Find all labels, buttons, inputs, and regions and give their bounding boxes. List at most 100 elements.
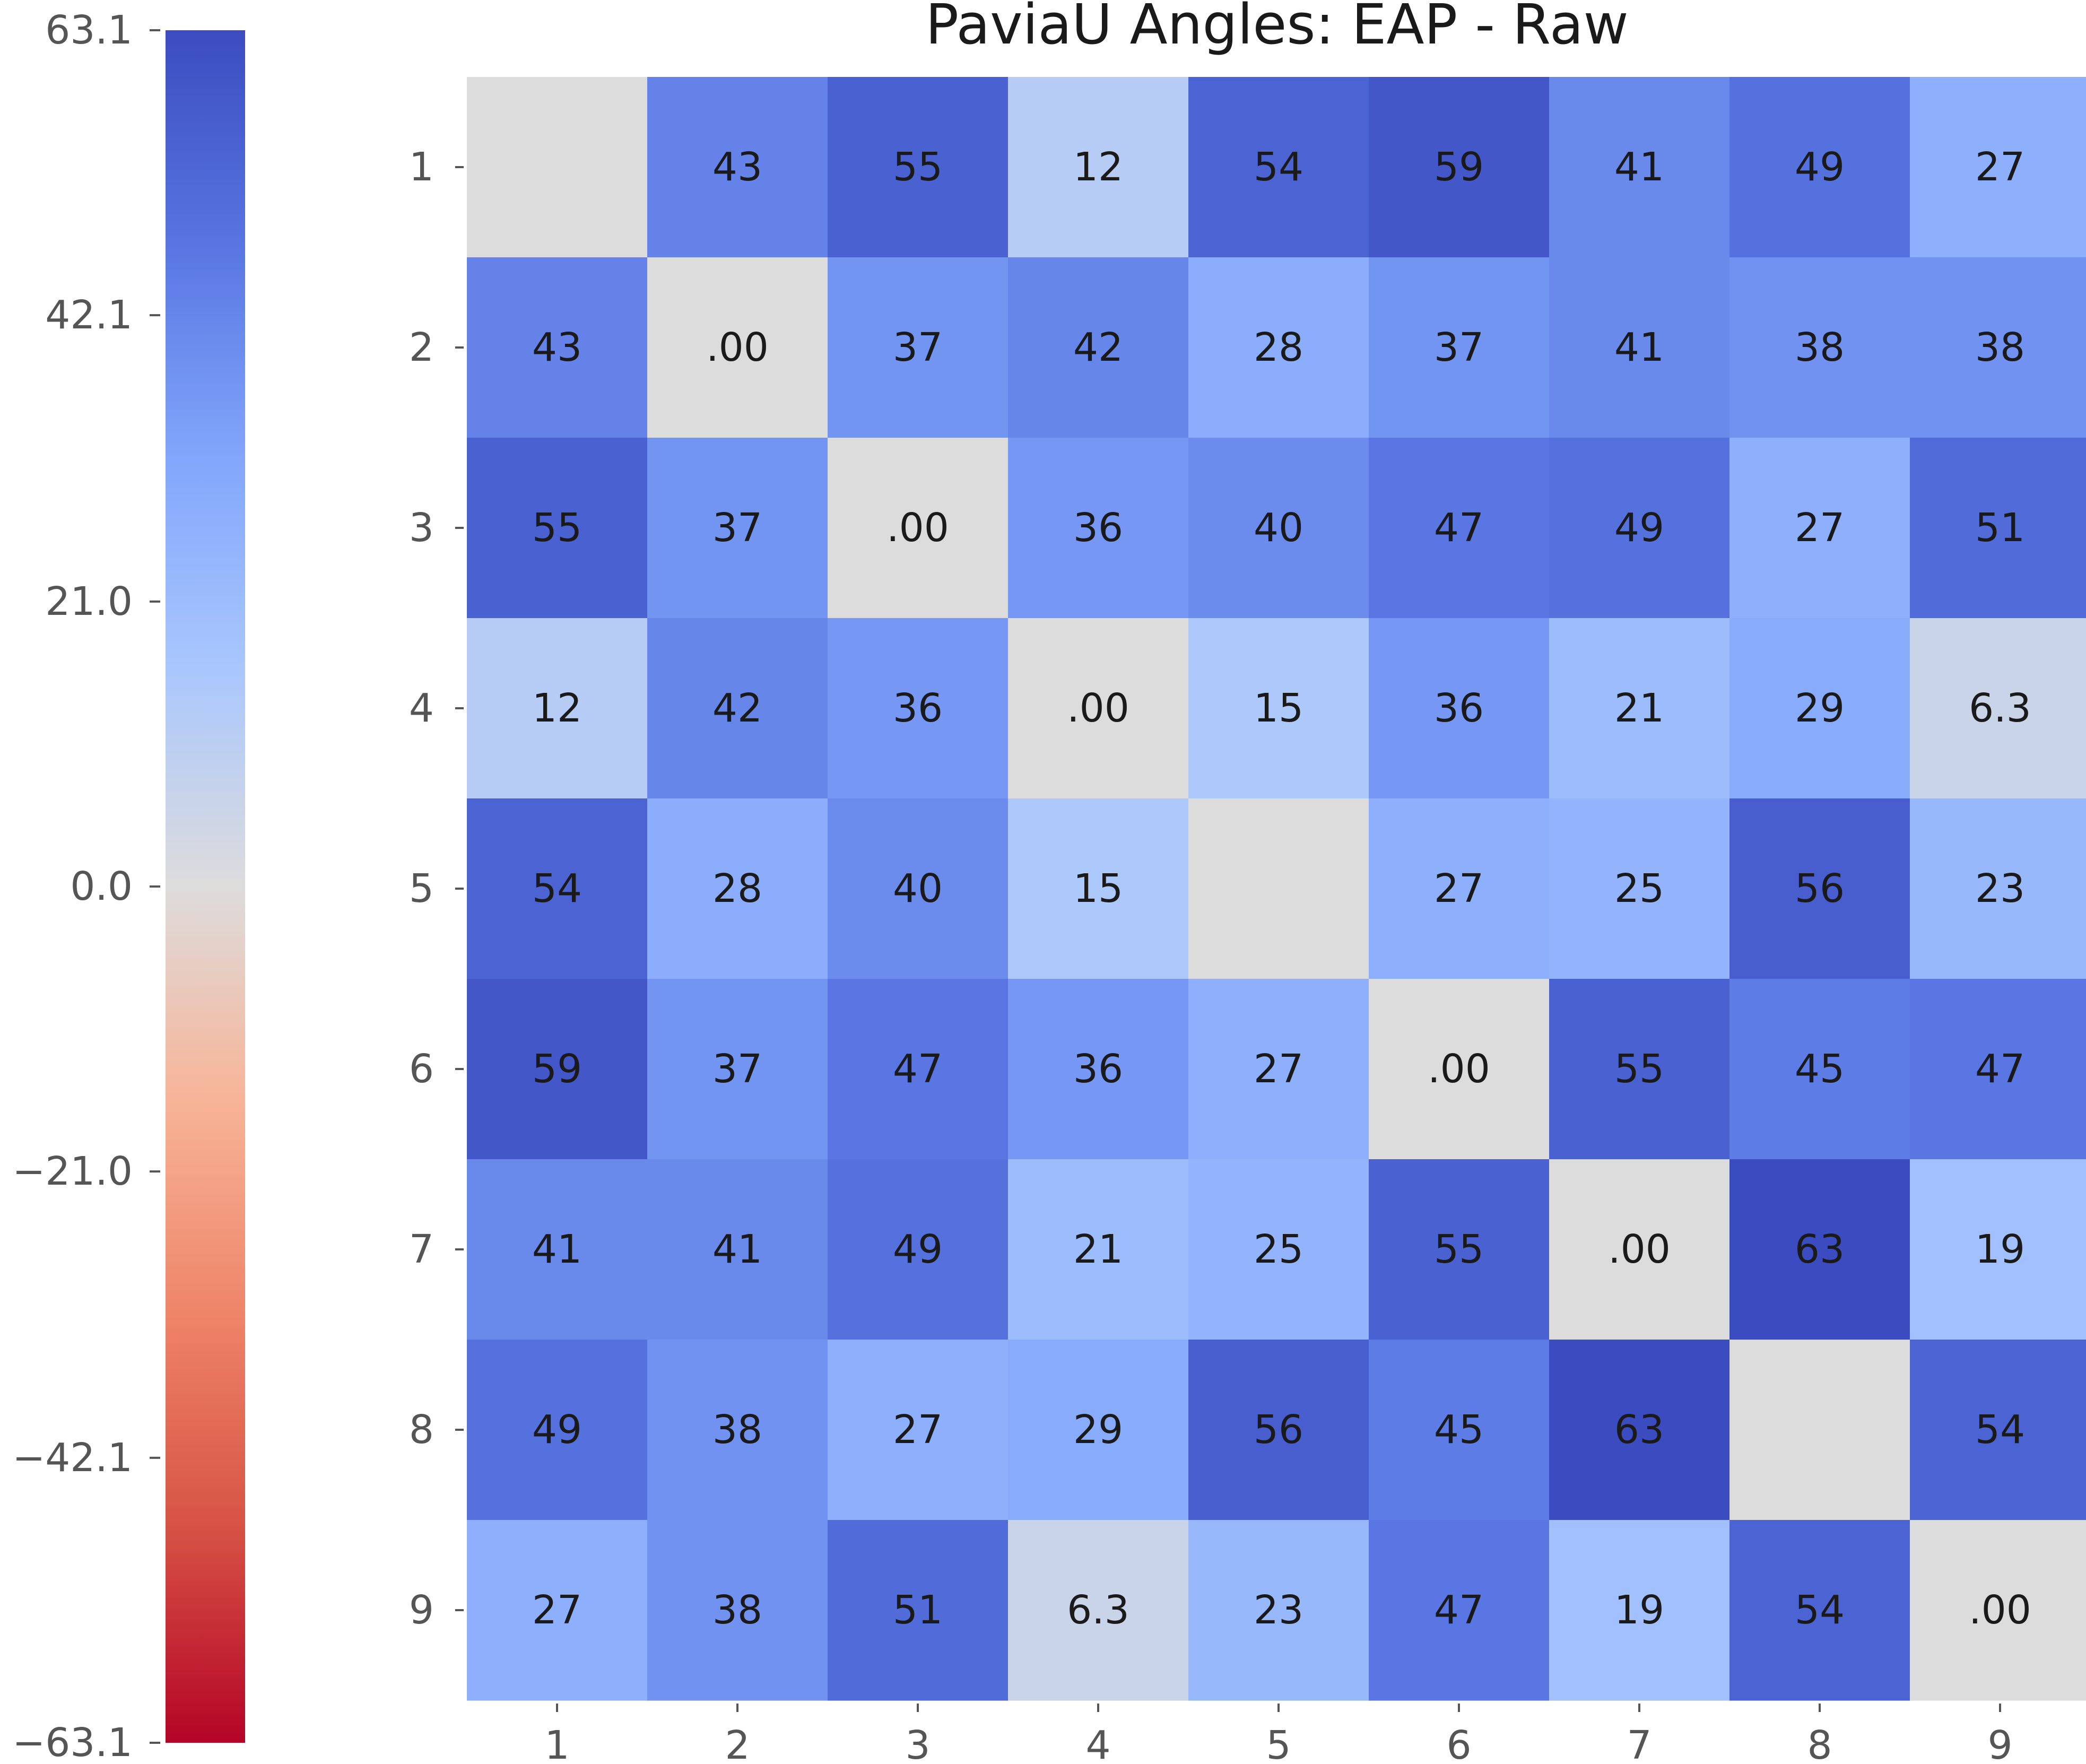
heatmap-cell-r3-c4 [1008, 438, 1189, 619]
cell-label-r6-c3: 47 [893, 1046, 943, 1092]
x-tick-label: 5 [1266, 1723, 1291, 1764]
heatmap-cell-r4-c3 [828, 618, 1009, 799]
x-tick-label: 8 [1807, 1723, 1832, 1764]
cell-label-r7-c9: 19 [1975, 1227, 2025, 1272]
cell-label-r2-c7: 41 [1614, 325, 1664, 370]
cell-label-r7-c8: 63 [1795, 1227, 1845, 1272]
colorbar-tick-label: 63.1 [45, 7, 133, 53]
heatmap-cell-r3-c3 [828, 438, 1009, 619]
cell-label-r4-c9: 6.3 [1969, 685, 2031, 731]
cell-label-r3-c1: 55 [532, 505, 582, 551]
cell-label-r5-c7: 25 [1614, 866, 1664, 911]
x-tick-label: 1 [544, 1723, 569, 1764]
heatmap-cell-r4-c4 [1008, 618, 1189, 799]
heatmap-cell-r3-c7 [1549, 438, 1730, 619]
cell-label-r6-c4: 36 [1073, 1046, 1123, 1092]
y-tick-label: 5 [409, 866, 434, 911]
cell-label-r5-c1: 54 [532, 866, 582, 911]
cell-label-r9-c9: .00 [1969, 1587, 2031, 1633]
heatmap-cell-r8-c1 [467, 1340, 648, 1520]
cell-label-r9-c7: 19 [1614, 1587, 1664, 1633]
heatmap-cell-r7-c2 [647, 1159, 828, 1340]
cell-label-r7-c1: 41 [532, 1227, 582, 1272]
colorbar-tick-label: −63.1 [12, 1720, 133, 1764]
cell-label-r7-c7: .00 [1608, 1227, 1671, 1272]
heatmap-cell-r7-c1 [467, 1159, 648, 1340]
heatmap-cell-r3-c6 [1369, 438, 1550, 619]
colorbar-tick-label: 21.0 [45, 579, 133, 624]
cell-label-r8-c5: 56 [1254, 1407, 1303, 1453]
heatmap-cell-r4-c5 [1188, 618, 1369, 799]
x-tick-label: 2 [725, 1723, 750, 1764]
colorbar-gradient [166, 30, 245, 1743]
cell-label-r2-c8: 38 [1795, 325, 1845, 370]
cell-label-r1-c4: 12 [1073, 144, 1123, 190]
cell-label-r3-c9: 51 [1975, 505, 2025, 551]
colorbar-tick-label: −21.0 [12, 1149, 133, 1194]
heatmap-cell-r2-c5 [1188, 257, 1369, 438]
heatmap-cell-r8-c3 [828, 1340, 1009, 1520]
heatmap-cell-r1-c7 [1549, 77, 1730, 258]
y-tick-label: 3 [409, 505, 434, 551]
heatmap-cell-r6-c9 [1910, 979, 2086, 1160]
cell-label-r5-c3: 40 [893, 866, 943, 911]
cell-label-r2-c5: 28 [1254, 325, 1303, 370]
cell-label-r1-c5: 54 [1254, 144, 1303, 190]
heatmap-cell-r1-c6 [1369, 77, 1550, 258]
heatmap-cell-r7-c3 [828, 1159, 1009, 1340]
heatmap-cell-r9-c2 [647, 1520, 828, 1701]
heatmap-cell-r1-c9 [1910, 77, 2086, 258]
chart-title: PaviaU Angles: EAP - Raw [925, 0, 1628, 57]
heatmap-cell-r6-c8 [1729, 979, 1910, 1160]
cell-label-r3-c5: 40 [1254, 505, 1303, 551]
cell-label-r6-c8: 45 [1795, 1046, 1845, 1092]
heatmap-cell-r8-c6 [1369, 1340, 1550, 1520]
heatmap-cell-r3-c9 [1910, 438, 2086, 619]
heatmap-cell-r5-c4 [1008, 798, 1189, 979]
cell-label-r5-c2: 28 [712, 866, 762, 911]
cell-label-r6-c5: 27 [1254, 1046, 1303, 1092]
heatmap-cell-r6-c6 [1369, 979, 1550, 1160]
heatmap-cell-r5-c6 [1369, 798, 1550, 979]
cell-label-r1-c7: 41 [1614, 144, 1664, 190]
heatmap-cell-r8-c9 [1910, 1340, 2086, 1520]
cell-label-r6-c6: .00 [1428, 1046, 1490, 1092]
heatmap-cell-r2-c7 [1549, 257, 1730, 438]
cell-label-r3-c2: 37 [712, 505, 762, 551]
heatmap-cell-r3-c5 [1188, 438, 1369, 619]
cell-label-r3-c8: 27 [1795, 505, 1845, 551]
cell-label-r9-c5: 23 [1254, 1587, 1303, 1633]
heatmap-cell-r1-c2 [647, 77, 828, 258]
heatmap-cell-r8-c8 [1729, 1340, 1910, 1520]
x-tick-label: 6 [1446, 1723, 1471, 1764]
cell-label-r5-c8: 56 [1795, 866, 1845, 911]
x-tick-label: 9 [1987, 1723, 2012, 1764]
cell-label-r9-c8: 54 [1795, 1587, 1845, 1633]
colorbar: 63.1 42.1 21.0 0.0 −21.0 −42.1 −63.1 [12, 7, 245, 1764]
cell-label-r2-c1: 43 [532, 325, 582, 370]
y-tick-label: 4 [409, 685, 434, 731]
heatmap-cell-r4-c2 [647, 618, 828, 799]
heatmap-cell-r3-c1 [467, 438, 648, 619]
cell-label-r8-c4: 29 [1073, 1407, 1123, 1453]
cell-label-r4-c6: 36 [1434, 685, 1484, 731]
heatmap-cell-r1-c3 [828, 77, 1009, 258]
cell-label-r4-c8: 29 [1795, 685, 1845, 731]
cell-label-r4-c5: 15 [1254, 685, 1303, 731]
heatmap-cell-r7-c7 [1549, 1159, 1730, 1340]
heatmap-cell-r1-c1 [467, 77, 648, 258]
heatmap-cell-r2-c2 [647, 257, 828, 438]
cell-label-r2-c3: 37 [893, 325, 943, 370]
heatmap-cell-r5-c8 [1729, 798, 1910, 979]
cell-label-r8-c6: 45 [1434, 1407, 1484, 1453]
heatmap-cell-r4-c8 [1729, 618, 1910, 799]
y-axis: 1 2 3 4 5 6 7 8 9 [409, 144, 464, 1633]
heatmap-cell-r9-c3 [828, 1520, 1009, 1701]
heatmap-cell-r9-c8 [1729, 1520, 1910, 1701]
cell-label-r5-c4: 15 [1073, 866, 1123, 911]
cell-label-r6-c7: 55 [1614, 1046, 1664, 1092]
y-tick-label: 1 [409, 144, 434, 190]
cell-label-r9-c6: 47 [1434, 1587, 1484, 1633]
heatmap-cell-r2-c3 [828, 257, 1009, 438]
